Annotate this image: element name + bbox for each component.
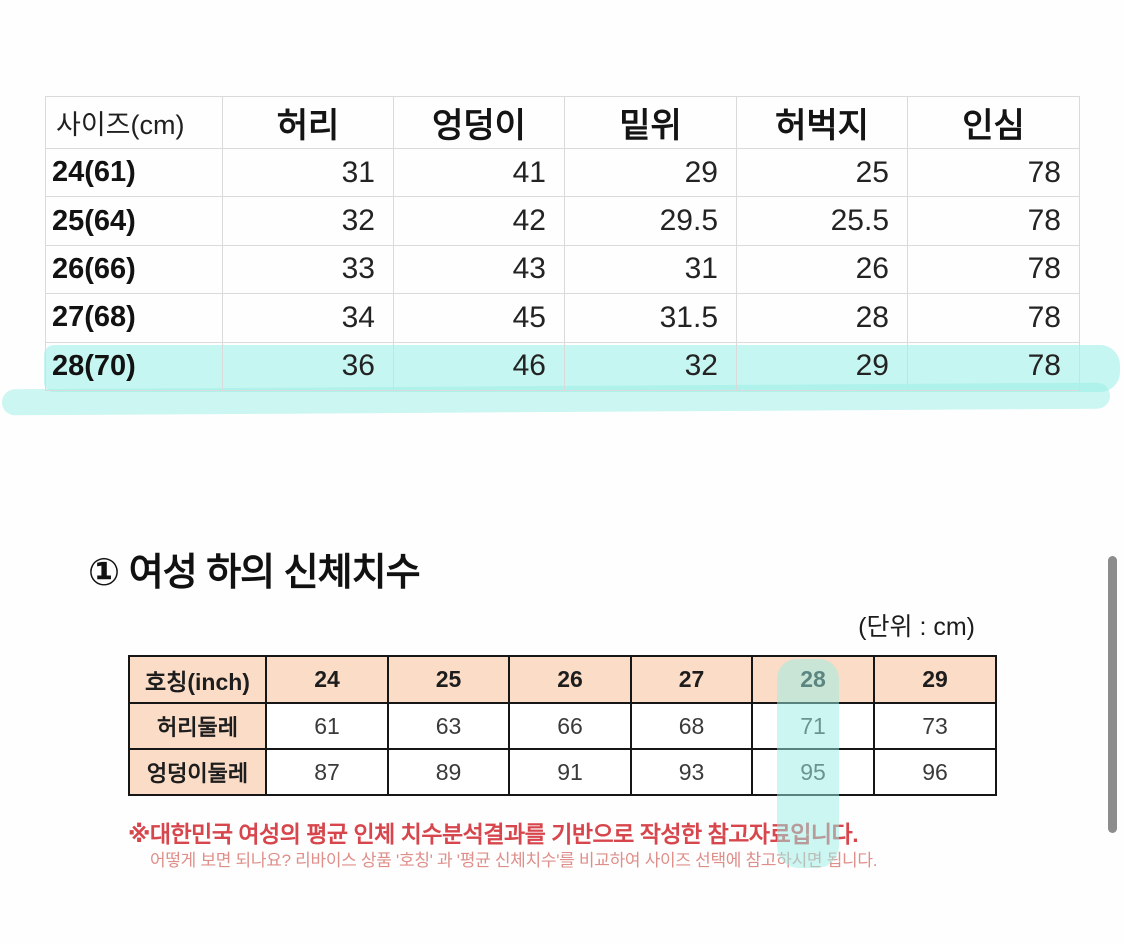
cell-inseam: 78 bbox=[907, 293, 1080, 343]
cell-thigh: 28 bbox=[736, 293, 908, 343]
size-table-row-25: 25(64) 32 42 29.5 25.5 78 bbox=[45, 196, 1080, 246]
waist-value: 71 bbox=[751, 702, 875, 750]
cell-thigh: 25.5 bbox=[736, 196, 908, 246]
size-table-row-28-highlighted: 28(70) 36 46 32 29 78 bbox=[45, 341, 1080, 391]
cell-waist: 33 bbox=[222, 244, 394, 295]
row-size-label: 27(68) bbox=[45, 293, 223, 343]
cell-rise: 29 bbox=[564, 147, 737, 198]
cell-rise: 31.5 bbox=[564, 293, 737, 343]
row-size-label: 24(61) bbox=[45, 147, 223, 198]
hip-value: 95 bbox=[751, 748, 875, 796]
cell-inseam: 78 bbox=[907, 196, 1080, 246]
size-header-27: 27 bbox=[630, 655, 753, 704]
section-title: ① 여성 하의 신체치수 bbox=[88, 552, 421, 594]
unit-note: (단위 : cm) bbox=[858, 613, 975, 641]
reference-note-primary: ※대한민국 여성의 평균 인체 치수분석결과를 기반으로 작성한 참고자료입니다… bbox=[128, 821, 859, 847]
size-table-row-26: 26(66) 33 43 31 26 78 bbox=[45, 244, 1080, 295]
waist-value: 63 bbox=[387, 702, 510, 750]
hip-circumference-row: 엉덩이둘레 87 89 91 93 95 96 bbox=[128, 748, 997, 796]
waist-value: 66 bbox=[508, 702, 632, 750]
waist-value: 73 bbox=[873, 702, 997, 750]
size-table-row-27: 27(68) 34 45 31.5 28 78 bbox=[45, 293, 1080, 343]
cell-inseam: 78 bbox=[907, 341, 1080, 391]
hip-value: 87 bbox=[265, 748, 389, 796]
body-measurement-table: 호칭(inch) 24 25 26 27 28 29 허리둘레 61 63 66… bbox=[128, 655, 997, 796]
cell-waist: 32 bbox=[222, 196, 394, 246]
column-header-hip: 엉덩이 bbox=[393, 96, 565, 149]
column-header-waist: 허리 bbox=[222, 96, 394, 149]
column-header-rise: 밑위 bbox=[564, 96, 737, 149]
waist-circumference-row: 허리둘레 61 63 66 68 71 73 bbox=[128, 702, 997, 750]
column-header-inseam: 인심 bbox=[907, 96, 1080, 149]
hip-value: 93 bbox=[630, 748, 753, 796]
cell-inseam: 78 bbox=[907, 244, 1080, 295]
size-header-29: 29 bbox=[873, 655, 997, 704]
hip-value: 96 bbox=[873, 748, 997, 796]
cell-waist: 36 bbox=[222, 341, 394, 391]
corner-label: 호칭(inch) bbox=[128, 655, 267, 704]
size-header-25: 25 bbox=[387, 655, 510, 704]
size-table-row-24: 24(61) 31 41 29 25 78 bbox=[45, 147, 1080, 198]
cell-hip: 41 bbox=[393, 147, 565, 198]
row-size-label: 25(64) bbox=[45, 196, 223, 246]
cell-thigh: 26 bbox=[736, 244, 908, 295]
pants-size-table: 사이즈(cm) 허리 엉덩이 밑위 허벅지 인심 24(61) 31 41 29… bbox=[45, 96, 1080, 391]
waist-value: 61 bbox=[265, 702, 389, 750]
row-label-hip: 엉덩이둘레 bbox=[128, 748, 267, 796]
cell-inseam: 78 bbox=[907, 147, 1080, 198]
cell-hip: 45 bbox=[393, 293, 565, 343]
cell-rise: 31 bbox=[564, 244, 737, 295]
cell-thigh: 29 bbox=[736, 341, 908, 391]
size-table-header-row: 사이즈(cm) 허리 엉덩이 밑위 허벅지 인심 bbox=[45, 96, 1080, 149]
row-size-label: 26(66) bbox=[45, 244, 223, 295]
cell-rise: 29.5 bbox=[564, 196, 737, 246]
cell-hip: 46 bbox=[393, 341, 565, 391]
size-header-28: 28 bbox=[751, 655, 875, 704]
row-label-waist: 허리둘레 bbox=[128, 702, 267, 750]
row-size-label: 28(70) bbox=[45, 341, 223, 391]
scrollbar-thumb[interactable] bbox=[1108, 556, 1117, 833]
size-header-26: 26 bbox=[508, 655, 632, 704]
cell-thigh: 25 bbox=[736, 147, 908, 198]
cell-waist: 34 bbox=[222, 293, 394, 343]
cell-hip: 43 bbox=[393, 244, 565, 295]
column-header-size: 사이즈(cm) bbox=[45, 96, 223, 149]
cell-hip: 42 bbox=[393, 196, 565, 246]
cell-rise: 32 bbox=[564, 341, 737, 391]
reference-note-secondary: 어떻게 보면 되나요? 리바이스 상품 '호칭' 과 '평균 신체치수'를 비교… bbox=[150, 851, 878, 870]
hip-value: 89 bbox=[387, 748, 510, 796]
column-header-thigh: 허벅지 bbox=[736, 96, 908, 149]
body-table-header-row: 호칭(inch) 24 25 26 27 28 29 bbox=[128, 655, 997, 704]
size-header-24: 24 bbox=[265, 655, 389, 704]
hip-value: 91 bbox=[508, 748, 632, 796]
cell-waist: 31 bbox=[222, 147, 394, 198]
waist-value: 68 bbox=[630, 702, 753, 750]
